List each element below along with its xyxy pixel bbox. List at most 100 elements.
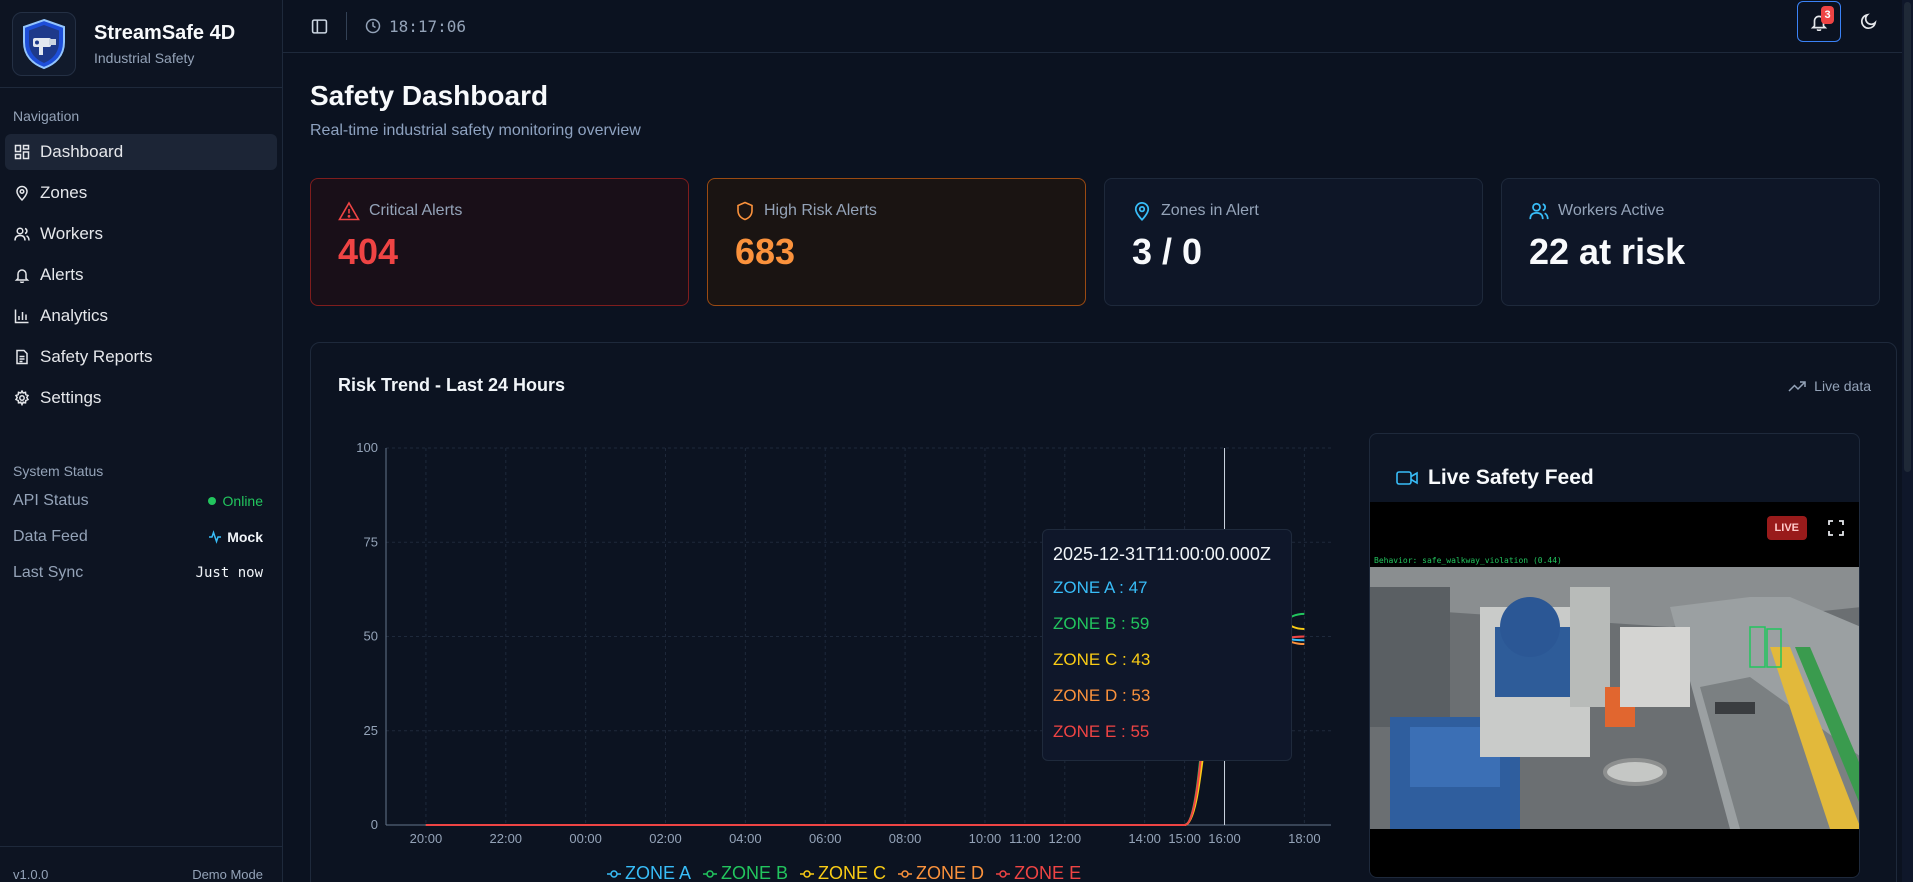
sidebar: StreamSafe 4D Industrial Safety Navigati…	[0, 0, 283, 882]
page-title: Safety Dashboard	[310, 80, 549, 111]
legend-marker-icon	[996, 869, 1011, 878]
status-label: Last Sync	[13, 564, 84, 581]
legend-item-zone-e[interactable]: ZONE E	[996, 863, 1081, 882]
x-tick-label: 11:00	[1009, 831, 1041, 846]
page-header: Safety Dashboard Real-time industrial sa…	[310, 80, 641, 140]
clock-icon	[365, 18, 381, 34]
sidebar-item-label: Analytics	[40, 306, 109, 325]
dashboard-icon	[14, 144, 30, 160]
topbar: 18:17:06 3	[283, 0, 1913, 53]
y-tick-label: 25	[364, 723, 378, 738]
notification-badge: 3	[1821, 6, 1834, 24]
sidebar-footer: v1.0.0 Demo Mode	[0, 846, 282, 882]
sidebar-item-label: Safety Reports	[40, 347, 153, 366]
sidebar-item-workers[interactable]: Workers	[5, 216, 277, 252]
expand-icon	[1828, 520, 1844, 536]
clock-time: 18:17:06	[389, 16, 467, 36]
panel-left-icon	[311, 18, 328, 34]
live-badge: LIVE	[1766, 516, 1807, 540]
feed-header: Live Safety Feed	[1396, 466, 1594, 490]
legend-item-zone-a[interactable]: ZONE A	[607, 863, 691, 882]
live-data-label: Live data	[1814, 378, 1871, 394]
legend-label: ZONE A	[625, 863, 692, 882]
chart-tooltip: 2025-12-31T11:00:00.000Z ZONE A : 47 ZON…	[1042, 529, 1292, 761]
last-sync-value: Just now	[195, 565, 263, 581]
workers-active-card[interactable]: Workers Active 22 at risk	[1501, 178, 1880, 306]
x-tick-label: 18:00	[1288, 831, 1321, 846]
legend-item-zone-c[interactable]: ZONE C	[800, 863, 886, 882]
status-row-data-feed: Data Feed Mock	[0, 519, 282, 555]
online-dot-icon	[207, 497, 216, 505]
x-tick-label: 10:00	[969, 831, 1002, 846]
bell-icon	[14, 269, 30, 283]
map-pin-icon	[16, 185, 28, 201]
legend-item-zone-b[interactable]: ZONE B	[703, 863, 788, 882]
fullscreen-button[interactable]	[1828, 520, 1844, 541]
risk-trend-panel: Risk Trend - Last 24 Hours Live data 0 25…	[310, 342, 1897, 882]
behavior-label: Behavior: safe_walkway_violation (0.44)	[1374, 556, 1562, 565]
tooltip-row-zone-b: ZONE B : 59	[1053, 614, 1150, 633]
x-tick-label: 00:00	[569, 831, 602, 846]
tooltip-row-zone-a: ZONE A : 47	[1053, 578, 1148, 597]
status-label: API Status	[13, 492, 89, 509]
users-icon	[1529, 202, 1549, 220]
chart-legend: ZONE A ZONE B ZONE C ZONE D ZONE E	[607, 863, 1081, 882]
sidebar-nav: Dashboard Zones Workers Alerts Analytics…	[0, 134, 282, 416]
card-label: Critical Alerts	[369, 202, 463, 219]
card-label: Workers Active	[1558, 202, 1665, 219]
system-status-label: System Status	[13, 463, 104, 479]
sidebar-item-zones[interactable]: Zones	[5, 175, 277, 211]
y-tick-label: 0	[371, 817, 378, 832]
y-tick-label: 50	[364, 629, 378, 644]
legend-marker-icon	[800, 869, 815, 878]
sidebar-item-safety-reports[interactable]: Safety Reports	[5, 339, 277, 375]
risk-trend-chart[interactable]: 0 25 50 75 100 20:00 22:00 00:00 02:00 04:00 06:00…	[331, 428, 1391, 882]
sidebar-item-alerts[interactable]: Alerts	[5, 257, 277, 293]
sidebar-item-settings[interactable]: Settings	[5, 380, 277, 416]
data-feed-value: Mock	[208, 529, 263, 545]
tooltip-row-zone-c: ZONE C : 43	[1053, 650, 1151, 669]
alert-triangle-icon	[338, 201, 360, 221]
x-tick-label: 04:00	[729, 831, 762, 846]
activity-icon	[209, 530, 222, 544]
legend-label: ZONE C	[818, 863, 887, 882]
feed-title: Live Safety Feed	[1428, 466, 1594, 489]
brand: StreamSafe 4D Industrial Safety	[0, 0, 282, 88]
sidebar-item-dashboard[interactable]: Dashboard	[5, 134, 277, 170]
api-status-value: Online	[207, 493, 263, 509]
bar-chart-icon	[14, 309, 29, 324]
zones-in-alert-card[interactable]: Zones in Alert 3 / 0	[1104, 178, 1483, 306]
main-content: 18:17:06 3 Safety Dashboard Real-time in…	[283, 0, 1913, 882]
x-tick-label: 20:00	[410, 831, 443, 846]
sidebar-item-analytics[interactable]: Analytics	[5, 298, 277, 334]
stat-cards: Critical Alerts 404 High Risk Alerts 683…	[310, 178, 1880, 306]
card-value: 683	[735, 231, 796, 272]
clock: 18:17:06	[365, 17, 466, 36]
status-row-api: API Status Online	[0, 483, 282, 519]
video-camera-icon	[1396, 471, 1418, 485]
theme-toggle-button[interactable]	[1858, 10, 1880, 32]
sidebar-toggle-button[interactable]	[311, 18, 328, 35]
critical-alerts-card[interactable]: Critical Alerts 404	[310, 178, 689, 306]
page-scrollbar[interactable]	[1902, 0, 1913, 882]
page-subtitle: Real-time industrial safety monitoring o…	[310, 122, 641, 139]
y-tick-label: 75	[364, 534, 378, 549]
legend-marker-icon	[607, 869, 621, 878]
legend-item-zone-d[interactable]: ZONE D	[898, 863, 984, 882]
tooltip-time: 2025-12-31T11:00:00.000Z	[1053, 544, 1271, 564]
factory-camera-frame	[1370, 567, 1859, 829]
api-status-text: Online	[222, 493, 263, 509]
x-tick-label: 12:00	[1049, 831, 1082, 846]
video-player[interactable]: LIVE Behavior: safe_walkway_violation (0…	[1370, 502, 1859, 877]
y-tick-label: 100	[356, 440, 378, 455]
brand-title: StreamSafe 4D	[94, 21, 236, 44]
notifications-button[interactable]: 3	[1797, 1, 1841, 42]
sidebar-item-label: Alerts	[40, 265, 84, 284]
x-tick-label: 22:00	[490, 831, 523, 846]
tooltip-row-zone-d: ZONE D : 53	[1053, 686, 1151, 705]
moon-icon	[1861, 13, 1877, 29]
scrollbar-thumb[interactable]	[1904, 2, 1911, 472]
card-label: High Risk Alerts	[764, 202, 877, 219]
x-tick-label: 08:00	[889, 831, 922, 846]
high-risk-alerts-card[interactable]: High Risk Alerts 683	[707, 178, 1086, 306]
